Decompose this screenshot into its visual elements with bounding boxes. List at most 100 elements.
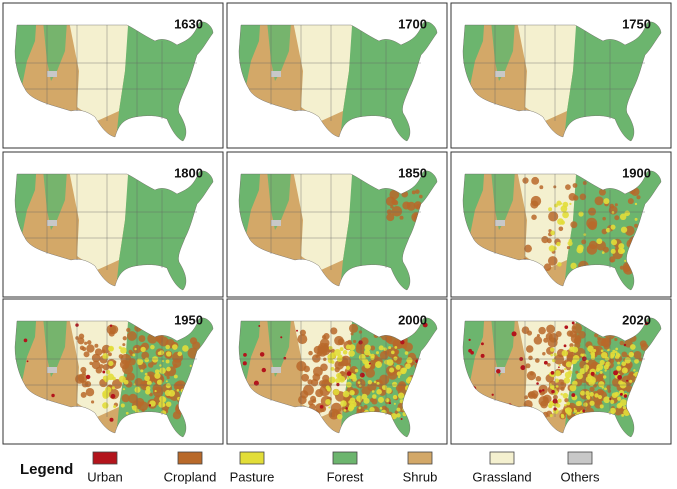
legend-label: Urban	[87, 469, 122, 484]
forest-rockies	[267, 317, 291, 377]
pasture-patch	[166, 366, 171, 372]
cropland-patch	[419, 194, 423, 199]
pasture-patch	[144, 372, 148, 376]
year-label: 1950	[174, 312, 203, 327]
cropland-patch	[570, 221, 578, 229]
cropland-patch	[553, 185, 557, 189]
cropland-patch	[330, 348, 336, 354]
pasture-patch	[375, 351, 380, 355]
legend-label: Shrub	[403, 469, 438, 484]
legend-label: Grassland	[472, 469, 531, 484]
cropland-patch	[558, 226, 564, 232]
cropland-patch	[531, 176, 540, 185]
forest-rockies	[267, 170, 291, 230]
others-area	[495, 220, 505, 226]
cropland-patch	[370, 345, 376, 351]
cropland-patch	[538, 326, 546, 335]
pasture-patch	[550, 230, 556, 236]
urban-patch	[558, 366, 560, 369]
cropland-patch	[122, 343, 126, 347]
urban-patch	[480, 353, 485, 358]
urban-patch	[283, 356, 287, 360]
pasture-patch	[159, 350, 164, 356]
urban-patch	[359, 372, 365, 378]
cropland-patch	[91, 353, 101, 363]
pasture-patch	[406, 357, 413, 364]
pasture-patch	[384, 359, 390, 365]
cropland-patch	[86, 344, 95, 353]
cropland-patch	[546, 238, 552, 244]
pasture-patch	[634, 358, 639, 364]
pasture-patch	[154, 369, 160, 374]
urban-patch	[626, 379, 629, 382]
cropland-patch	[594, 196, 604, 206]
pasture-patch	[161, 403, 166, 407]
pasture-patch	[583, 402, 588, 407]
pasture-patch	[580, 353, 584, 357]
urban-patch	[542, 389, 545, 392]
pasture-patch	[120, 403, 125, 408]
cropland-patch	[303, 384, 314, 396]
urban-patch	[242, 361, 247, 366]
pasture-patch	[571, 360, 576, 365]
pasture-patch	[166, 351, 172, 357]
pasture-patch	[621, 413, 625, 417]
pasture-patch	[548, 404, 553, 409]
pasture-patch	[111, 386, 115, 390]
pasture-patch	[616, 403, 623, 409]
map-panel: 1750	[450, 2, 672, 149]
pasture-patch	[367, 380, 373, 385]
cropland-patch	[119, 359, 130, 370]
pasture-patch	[570, 262, 577, 270]
pasture-patch	[390, 413, 398, 420]
cropland-patch	[83, 351, 90, 358]
pasture-patch	[343, 409, 347, 412]
cropland-patch	[546, 362, 551, 367]
pasture-patch	[558, 364, 561, 367]
pasture-patch	[134, 347, 137, 351]
legend-swatch	[489, 451, 515, 465]
pasture-patch	[576, 372, 583, 380]
cropland-patch	[602, 216, 606, 221]
cropland-patch	[85, 387, 95, 397]
pasture-patch	[371, 390, 375, 393]
cropland-patch	[127, 331, 137, 341]
state-lines	[238, 170, 438, 291]
pasture-patch	[616, 365, 622, 371]
cropland-patch	[565, 184, 571, 191]
cropland-patch	[539, 185, 544, 190]
cropland-patch	[624, 225, 635, 236]
pasture-patch	[354, 368, 359, 373]
year-label: 1700	[398, 16, 427, 31]
cropland-patch	[546, 324, 556, 334]
pasture-patch	[376, 381, 380, 385]
year-label: 1800	[174, 165, 203, 180]
cropland-patch	[542, 352, 546, 356]
cropland-patch	[586, 359, 598, 371]
pasture-patch	[550, 347, 555, 352]
pasture-patch	[561, 350, 568, 357]
pasture-patch	[339, 347, 344, 352]
pasture-patch	[617, 396, 622, 401]
grassland-area	[517, 21, 577, 121]
pasture-patch	[342, 350, 348, 355]
pasture-patch	[165, 401, 172, 407]
cropland-patch	[543, 396, 549, 402]
forest-west	[463, 170, 485, 240]
cropland-patch	[138, 335, 146, 342]
state-lines	[462, 21, 662, 142]
cropland-patch	[156, 337, 164, 344]
cropland-patch	[411, 190, 416, 195]
cropland-patch	[582, 181, 587, 185]
cropland-patch	[299, 329, 306, 336]
pasture-patch	[105, 386, 112, 393]
urban-patch	[102, 370, 106, 374]
cropland-patch	[566, 245, 571, 250]
others-area	[271, 220, 281, 226]
urban-patch	[511, 331, 517, 337]
cropland-patch	[633, 350, 642, 359]
cropland-patch	[399, 215, 404, 220]
cropland-patch	[338, 362, 342, 367]
pasture-patch	[325, 398, 331, 405]
cropland-patch	[122, 336, 127, 341]
